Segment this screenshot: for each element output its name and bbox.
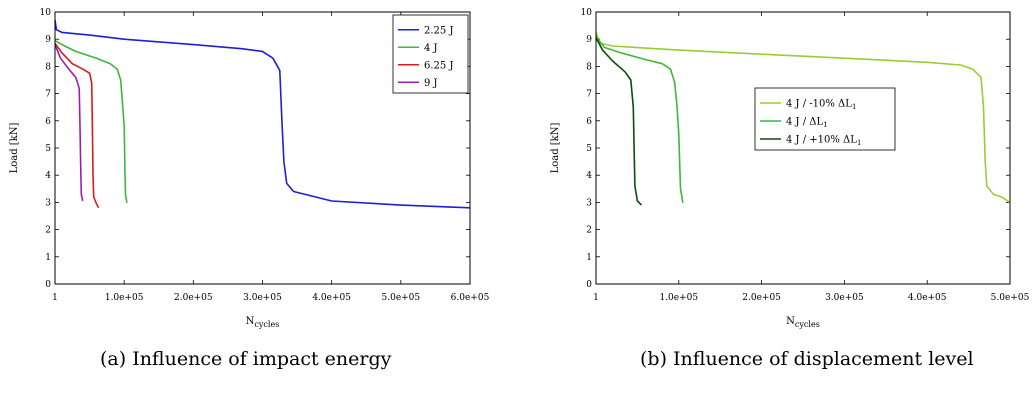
x-axis-label: Ncycles bbox=[786, 316, 820, 329]
series-line-4-j-l1 bbox=[595, 36, 684, 204]
y-tick-label: 4 bbox=[586, 171, 592, 181]
series-line-4-j-10-l1 bbox=[595, 32, 1011, 204]
x-tick-label: 1 bbox=[52, 293, 58, 303]
legend-label-4-j-l1: 4 J / ΔL1 bbox=[786, 117, 828, 130]
plot-frame bbox=[54, 11, 471, 285]
legend-label-4-j-10-l1: 4 J / +10% ΔL1 bbox=[786, 135, 861, 148]
x-tick-label: 1.0e+05 bbox=[105, 293, 144, 303]
x-tick-label: 2.0e+05 bbox=[742, 293, 781, 303]
series-line-4-j bbox=[54, 39, 128, 204]
y-tick-label: 0 bbox=[45, 280, 51, 290]
y-tick-label: 5 bbox=[586, 144, 592, 154]
x-tick-label: 6.0e+05 bbox=[451, 293, 490, 303]
legend-label-9-j: 9 J bbox=[424, 78, 438, 89]
x-axis-label: Ncycles bbox=[246, 316, 280, 329]
legend-label-4-j-10-l1: 4 J / -10% ΔL1 bbox=[786, 99, 856, 112]
y-tick-label: 2 bbox=[45, 226, 51, 236]
y-tick-label: 1 bbox=[45, 253, 51, 263]
x-tick-label: 3.0e+05 bbox=[825, 293, 864, 303]
x-tick-label: 3.0e+05 bbox=[243, 293, 282, 303]
y-axis-label: Load [kN] bbox=[9, 123, 20, 174]
plot-frame bbox=[595, 11, 1011, 285]
series-line-4-j-10-l1 bbox=[595, 37, 643, 206]
x-tick-label: 5.0e+05 bbox=[991, 293, 1030, 303]
caption-impact-energy: (a) Influence of impact energy bbox=[100, 348, 392, 370]
y-tick-label: 3 bbox=[586, 198, 592, 208]
legend-box bbox=[392, 14, 469, 94]
y-tick-label: 9 bbox=[586, 35, 592, 45]
y-tick-label: 3 bbox=[45, 198, 51, 208]
caption-displacement-level: (b) Influence of displacement level bbox=[640, 348, 974, 370]
legend: 2.25 J 4 J 6.25 J 9 J bbox=[392, 14, 469, 94]
x-tick-label: 1.0e+05 bbox=[659, 293, 698, 303]
x-tick-label: 4.0e+05 bbox=[312, 293, 351, 303]
y-tick-label: 1 bbox=[586, 253, 592, 263]
y-tick-label: 2 bbox=[586, 226, 592, 236]
x-tick-label: 2.0e+05 bbox=[174, 293, 213, 303]
y-tick-label: 7 bbox=[586, 90, 592, 100]
x-tick-label: 5.0e+05 bbox=[382, 293, 421, 303]
y-tick-label: 10 bbox=[581, 8, 593, 18]
y-tick-label: 6 bbox=[45, 117, 51, 127]
y-tick-label: 5 bbox=[45, 144, 51, 154]
legend-label-6-25-j: 6.25 J bbox=[424, 60, 453, 71]
series-line-9-j bbox=[54, 44, 84, 202]
y-tick-label: 4 bbox=[45, 171, 51, 181]
x-tick-label: 4.0e+05 bbox=[908, 293, 947, 303]
series-line-6-25-j bbox=[54, 42, 100, 209]
y-tick-label: 0 bbox=[586, 280, 592, 290]
y-tick-label: 9 bbox=[45, 35, 51, 45]
y-tick-label: 8 bbox=[586, 62, 592, 72]
y-tick-label: 7 bbox=[45, 90, 51, 100]
y-tick-label: 6 bbox=[586, 117, 592, 127]
y-tick-label: 10 bbox=[40, 8, 52, 18]
y-tick-label: 8 bbox=[45, 62, 51, 72]
legend-label-2-25-j: 2.25 J bbox=[424, 25, 453, 36]
legend-label-4-j: 4 J bbox=[424, 43, 438, 54]
y-axis-label: Load [kN] bbox=[550, 123, 561, 174]
legend: 4 J / -10% ΔL1 4 J / ΔL1 4 J / +10% ΔL1 bbox=[754, 87, 896, 151]
x-tick-label: 1 bbox=[593, 293, 599, 303]
series-line-2-25-j bbox=[54, 20, 471, 209]
